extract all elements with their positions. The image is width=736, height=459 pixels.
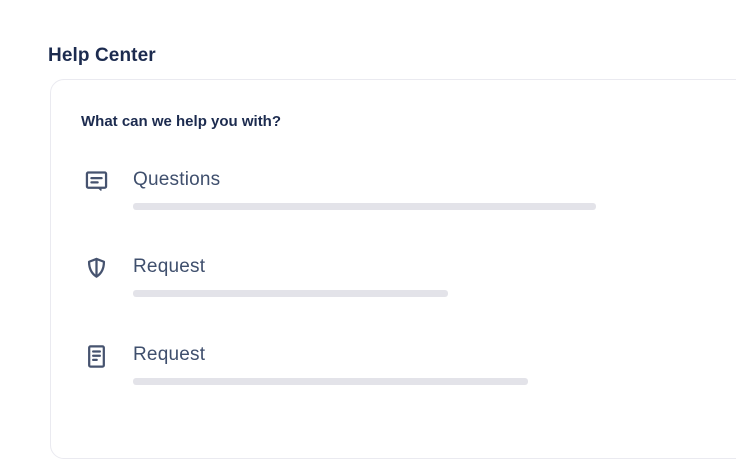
skeleton-bar bbox=[133, 378, 528, 385]
shield-icon bbox=[82, 253, 110, 283]
skeleton-bar bbox=[133, 290, 448, 297]
help-center-card: What can we help you with? Questions Req… bbox=[50, 79, 736, 459]
skeleton-bar bbox=[133, 203, 596, 210]
help-item-questions[interactable]: Questions bbox=[82, 166, 596, 210]
help-item-request-document[interactable]: Request bbox=[82, 341, 528, 385]
help-question-heading: What can we help you with? bbox=[81, 113, 282, 130]
document-icon bbox=[82, 341, 110, 371]
help-item-label: Request bbox=[133, 344, 206, 365]
help-item-label: Questions bbox=[133, 169, 221, 190]
help-item-request-security[interactable]: Request bbox=[82, 253, 448, 297]
message-icon bbox=[82, 166, 110, 196]
help-item-label: Request bbox=[133, 256, 206, 277]
page-title: Help Center bbox=[48, 44, 156, 66]
